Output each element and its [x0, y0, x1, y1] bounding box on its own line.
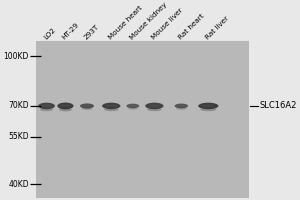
Text: SLC16A2: SLC16A2 [260, 101, 297, 110]
Text: Rat liver: Rat liver [204, 15, 230, 41]
Text: Rat heart: Rat heart [177, 13, 205, 41]
Text: 40KD: 40KD [8, 180, 29, 189]
Ellipse shape [57, 103, 74, 109]
Ellipse shape [147, 108, 162, 111]
Ellipse shape [177, 105, 186, 106]
Ellipse shape [40, 108, 53, 111]
Ellipse shape [202, 105, 215, 107]
Text: Mouse kidney: Mouse kidney [129, 1, 168, 41]
Ellipse shape [102, 103, 120, 109]
Text: 293T: 293T [83, 24, 100, 41]
Ellipse shape [176, 107, 187, 110]
Ellipse shape [80, 103, 94, 108]
Ellipse shape [198, 103, 218, 109]
Text: Mouse liver: Mouse liver [150, 7, 184, 41]
Ellipse shape [129, 105, 137, 106]
Text: 70KD: 70KD [8, 101, 29, 110]
Ellipse shape [126, 104, 139, 108]
Ellipse shape [145, 103, 164, 109]
Text: Mouse heart: Mouse heart [107, 5, 143, 41]
Ellipse shape [200, 108, 216, 111]
Ellipse shape [148, 105, 160, 107]
Text: 100KD: 100KD [4, 52, 29, 61]
Ellipse shape [104, 108, 119, 111]
Ellipse shape [60, 104, 71, 107]
Text: HT-29: HT-29 [61, 21, 80, 41]
Bar [36, 41, 249, 198]
Ellipse shape [41, 105, 52, 107]
Ellipse shape [59, 108, 72, 111]
Ellipse shape [82, 105, 91, 106]
Text: LO2: LO2 [42, 27, 56, 41]
Ellipse shape [81, 107, 93, 110]
Ellipse shape [175, 104, 188, 108]
Ellipse shape [128, 107, 138, 110]
Ellipse shape [38, 103, 55, 109]
Ellipse shape [105, 105, 117, 107]
Text: 55KD: 55KD [8, 132, 29, 141]
